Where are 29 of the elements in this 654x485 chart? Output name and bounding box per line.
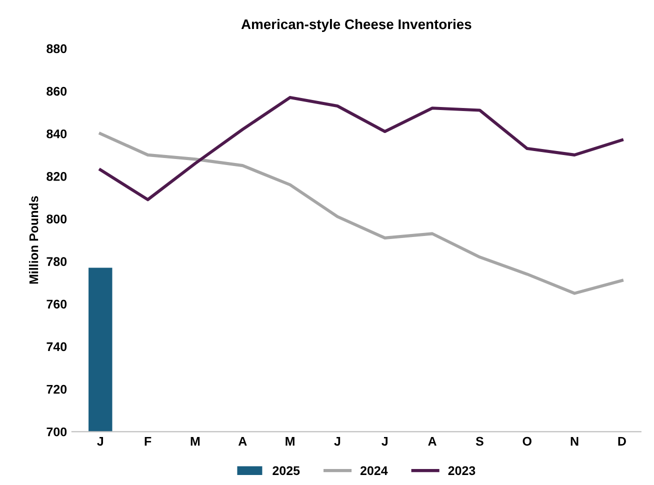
x-tick-label: A (238, 436, 247, 446)
y-tick-label: 700 (46, 427, 67, 436)
legend-label: 2025 (272, 466, 300, 476)
y-tick-label: 880 (46, 44, 67, 54)
y-tick-label: 800 (46, 214, 67, 224)
x-tick-label: N (570, 436, 578, 446)
y-tick-label: 780 (46, 257, 67, 266)
y-tick-label: 820 (46, 172, 67, 181)
line-series (98, 96, 624, 202)
x-tick-label: J (382, 436, 388, 446)
x-tick-label: O (522, 436, 532, 446)
legend-label: 2023 (448, 466, 476, 476)
legend-label: 2024 (360, 466, 388, 476)
y-tick-label: 740 (46, 342, 67, 352)
x-tick-label: D (618, 436, 626, 446)
chart-title: American-style Cheese Inventories (241, 18, 472, 32)
x-tick-label: F (144, 436, 152, 446)
y-tick-label: 840 (46, 129, 67, 138)
y-tick-label: 720 (46, 384, 67, 394)
y-tick-label: 760 (46, 300, 67, 309)
x-tick-label: J (97, 436, 104, 446)
x-tick-label: S (476, 436, 484, 446)
x-tick-label: M (286, 436, 294, 446)
y-axis-title: Million Pounds (29, 196, 38, 284)
x-tick-label: M (190, 436, 200, 446)
x-tick-label: A (428, 436, 436, 446)
x-tick-label: J (334, 436, 340, 446)
line-series (98, 132, 624, 295)
y-tick-label: 860 (46, 86, 67, 96)
